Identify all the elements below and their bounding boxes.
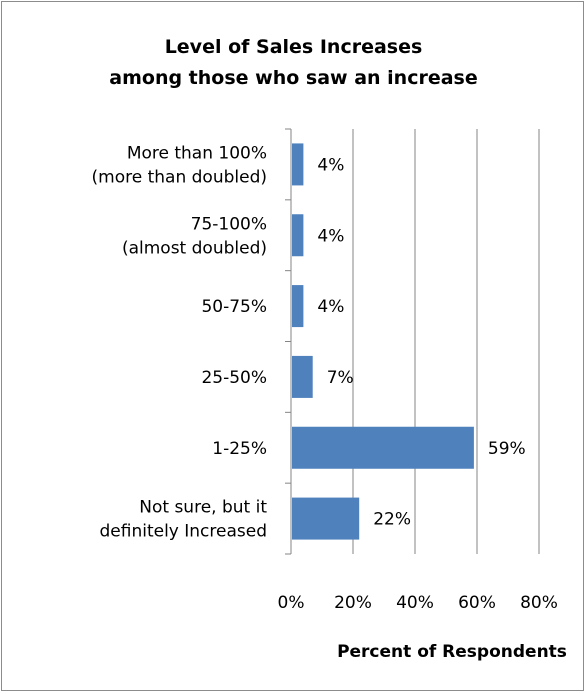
x-tick-label: 60% bbox=[458, 593, 496, 613]
data-label: 4% bbox=[317, 226, 344, 246]
category-label: 75-100% bbox=[191, 214, 267, 234]
category-label: (almost doubled) bbox=[122, 238, 267, 258]
x-tick-label: 0% bbox=[278, 593, 305, 613]
data-label: 59% bbox=[488, 439, 526, 459]
chart-title-line-1: Level of Sales Increases bbox=[164, 36, 423, 58]
category-label: Not sure, but it bbox=[139, 498, 267, 518]
bar bbox=[292, 285, 304, 328]
data-label: 22% bbox=[373, 510, 411, 530]
x-axis-title: Percent of Respondents bbox=[337, 642, 567, 662]
data-label: 4% bbox=[317, 155, 344, 175]
bar bbox=[292, 497, 360, 540]
category-label: 1-25% bbox=[212, 439, 267, 459]
chart-title-line-2: among those who saw an increase bbox=[109, 67, 478, 89]
chart-title: Level of Sales Increases among those who… bbox=[0, 32, 587, 94]
category-label: More than 100% bbox=[127, 143, 267, 163]
x-tick-label: 80% bbox=[520, 593, 558, 613]
x-tick-label: 20% bbox=[334, 593, 372, 613]
category-label: 25-50% bbox=[201, 368, 267, 388]
bar bbox=[292, 214, 304, 257]
category-label: definitely Increased bbox=[99, 522, 267, 542]
data-label: 4% bbox=[317, 297, 344, 317]
data-label: 7% bbox=[327, 368, 354, 388]
category-label: (more than doubled) bbox=[92, 167, 267, 187]
bar bbox=[292, 143, 304, 186]
bar bbox=[292, 426, 474, 469]
x-tick-label: 40% bbox=[396, 593, 434, 613]
bar bbox=[292, 355, 313, 398]
category-label: 50-75% bbox=[201, 297, 267, 317]
